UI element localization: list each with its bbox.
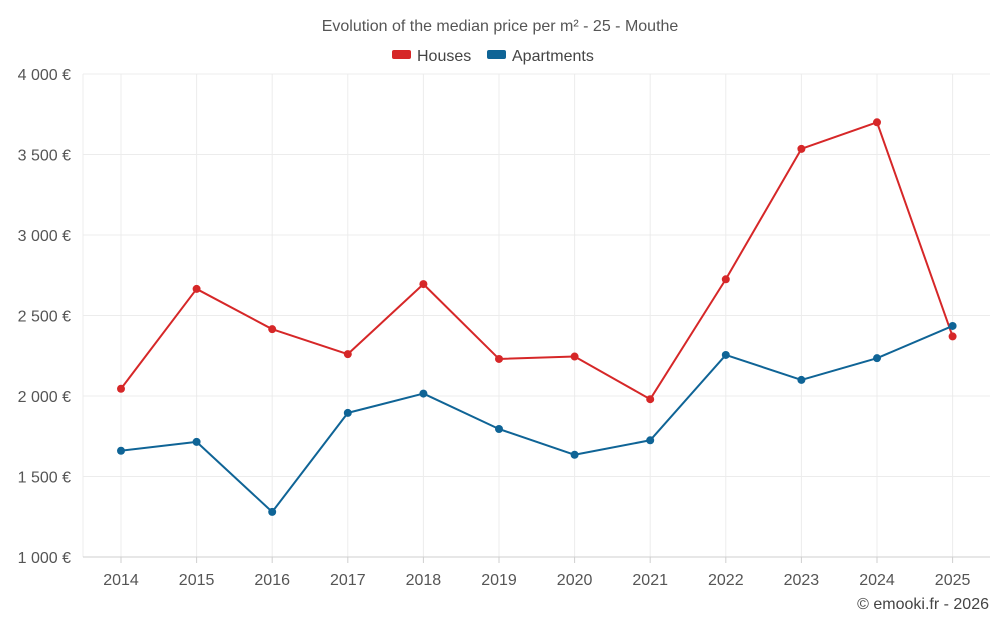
x-tick-label: 2019 [481,572,517,589]
data-point-houses-2018[interactable] [419,280,428,289]
data-point-houses-2024[interactable] [873,118,881,127]
data-point-houses-2014[interactable] [117,384,125,393]
axes: 1 000 € 1 500 € 2 000 € 2 500 € 3 000 € 3 500… [18,67,990,589]
legend: Houses Apartments [392,48,594,65]
data-point-apartments-2021[interactable] [646,436,655,445]
data-point-houses-2025[interactable] [948,332,957,341]
y-tick-label: 2 000 € [18,389,71,406]
x-tick-label: 2018 [406,572,442,589]
data-point-apartments-2016[interactable] [268,507,277,516]
x-tick-label: 2025 [935,572,971,589]
y-tick-label: 4 000 € [18,67,71,84]
data-point-houses-2017[interactable] [343,350,352,359]
data-point-apartments-2023[interactable] [797,375,806,384]
x-tick-label: 2023 [784,572,820,589]
series [117,118,957,516]
grid [83,73,990,557]
data-point-houses-2016[interactable] [268,325,277,334]
legend-swatch-apartments [487,50,506,59]
data-point-apartments-2017[interactable] [343,408,352,417]
data-point-houses-2015[interactable] [192,284,201,293]
series-line-apartments [120,325,953,513]
x-tick-label: 2022 [708,572,744,589]
chart-title: Evolution of the median price per m² - 2… [322,18,679,35]
y-tick-label: 1 500 € [18,470,71,487]
y-tick-label: 3 000 € [18,228,71,245]
legend-item-apartments[interactable]: Apartments [487,48,594,65]
data-point-houses-2020[interactable] [570,352,579,361]
data-point-apartments-2020[interactable] [570,450,579,459]
y-tick-label: 2 500 € [18,309,71,326]
x-tick-label: 2017 [330,572,366,589]
data-point-apartments-2025[interactable] [948,321,957,330]
data-point-houses-2023[interactable] [797,144,806,153]
data-point-houses-2022[interactable] [721,275,730,284]
data-point-apartments-2015[interactable] [192,437,201,446]
x-tick-label: 2024 [859,572,895,589]
series-houses [117,118,957,404]
data-point-houses-2019[interactable] [495,354,503,363]
data-point-apartments-2019[interactable] [495,425,503,434]
x-tick-label: 2020 [557,572,593,589]
legend-label-houses: Houses [417,48,471,65]
x-tick-label: 2016 [254,572,290,589]
legend-label-apartments: Apartments [512,48,594,65]
data-point-apartments-2018[interactable] [419,389,428,398]
legend-item-houses[interactable]: Houses [392,48,471,65]
data-point-apartments-2014[interactable] [117,446,125,455]
y-tick-label: 3 500 € [18,148,71,165]
legend-swatch-houses [392,50,411,59]
data-point-apartments-2022[interactable] [721,350,730,359]
data-point-houses-2021[interactable] [646,395,655,404]
y-tick-label: 1 000 € [18,550,71,567]
series-apartments [117,321,957,516]
credit-text: © emooki.fr - 2026 [857,596,989,613]
x-tick-label: 2014 [103,572,139,589]
x-tick-label: 2021 [632,572,668,589]
x-tick-label: 2015 [179,572,215,589]
data-point-apartments-2024[interactable] [873,354,881,363]
series-line-houses [120,121,954,401]
